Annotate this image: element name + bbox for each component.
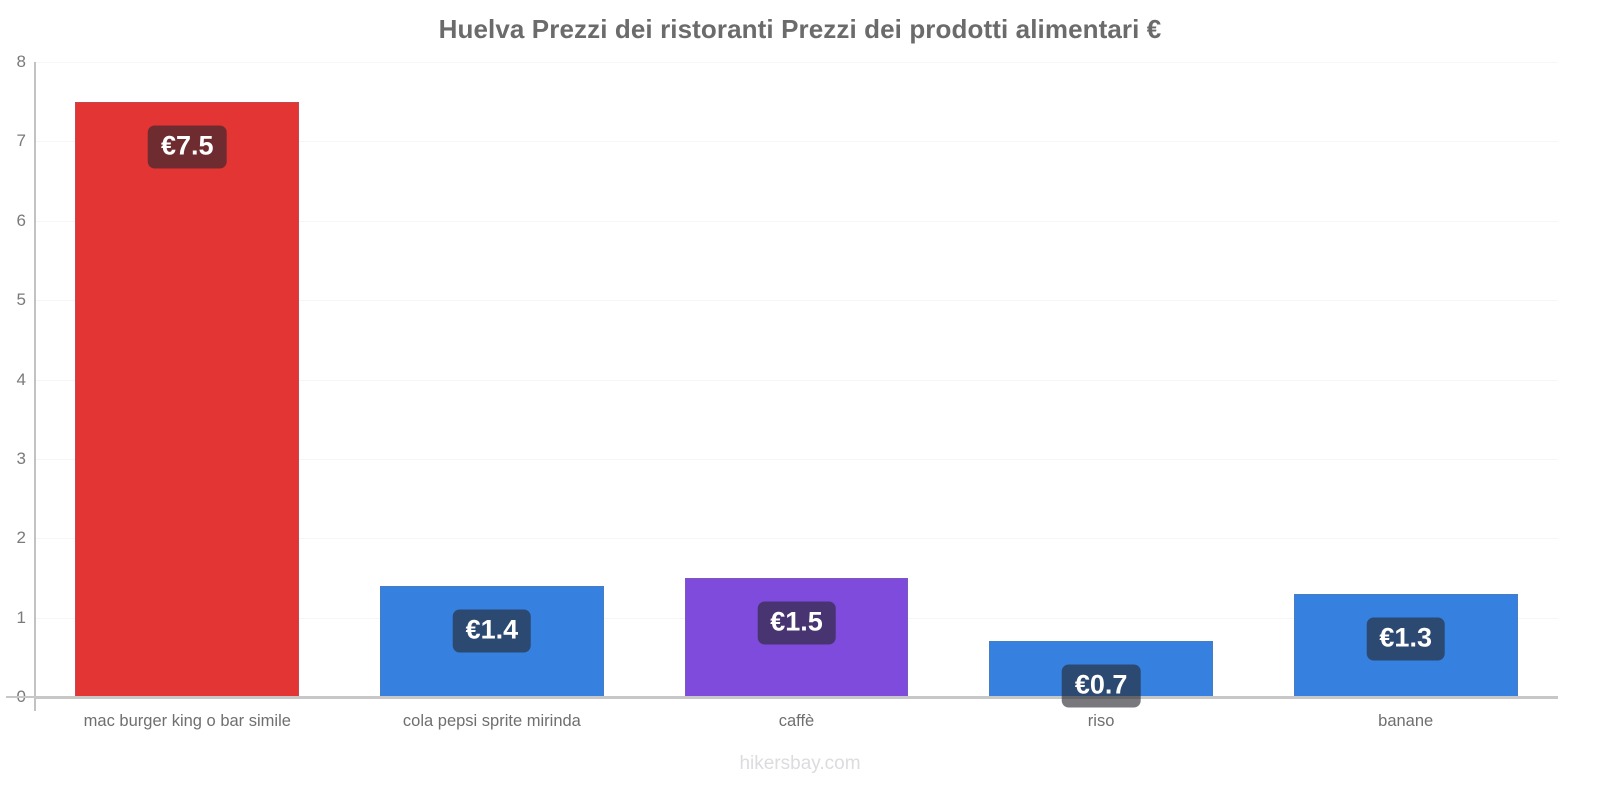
x-axis-category-label: mac burger king o bar simile [83, 712, 291, 730]
y-axis-tick-label: 7 [16, 131, 26, 151]
y-axis-line [34, 62, 36, 699]
chart-title: Huelva Prezzi dei ristoranti Prezzi dei … [438, 14, 1162, 44]
bar-value-label: €1.4 [452, 609, 532, 653]
bar[interactable] [75, 101, 300, 697]
gridline [35, 141, 1558, 143]
x-axis-category-label: caffè [778, 712, 815, 730]
gridline [35, 379, 1558, 381]
y-axis-tick-label: 4 [16, 369, 26, 389]
x-axis-category-label: banane [1378, 712, 1434, 730]
x-axis-category-label: cola pepsi sprite mirinda [402, 712, 581, 730]
y-axis-tick-label: 5 [16, 290, 26, 310]
x-axis-category-label: riso [1087, 712, 1115, 730]
bar-value-label: €7.5 [148, 125, 227, 169]
gridline [35, 220, 1558, 222]
y-axis-tick-label: 8 [16, 52, 26, 71]
y-axis-tick-label: 6 [16, 210, 26, 230]
y-axis-stub [34, 697, 36, 711]
gridline [35, 300, 1558, 302]
footer-credit: hikersbay.com [739, 753, 861, 774]
gridline [35, 697, 1558, 699]
bar-value-label: €0.7 [1061, 664, 1141, 708]
y-axis-tick-label: 3 [16, 448, 26, 468]
y-axis-tick-label: 1 [16, 607, 26, 627]
gridline [35, 458, 1558, 460]
x-axis-line [6, 696, 1558, 698]
bar-value-label: €1.3 [1366, 617, 1445, 661]
y-axis-tick-label: 2 [16, 528, 26, 548]
gridline [35, 62, 1558, 63]
gridline [35, 538, 1558, 540]
bar-value-label: €1.5 [757, 601, 836, 645]
